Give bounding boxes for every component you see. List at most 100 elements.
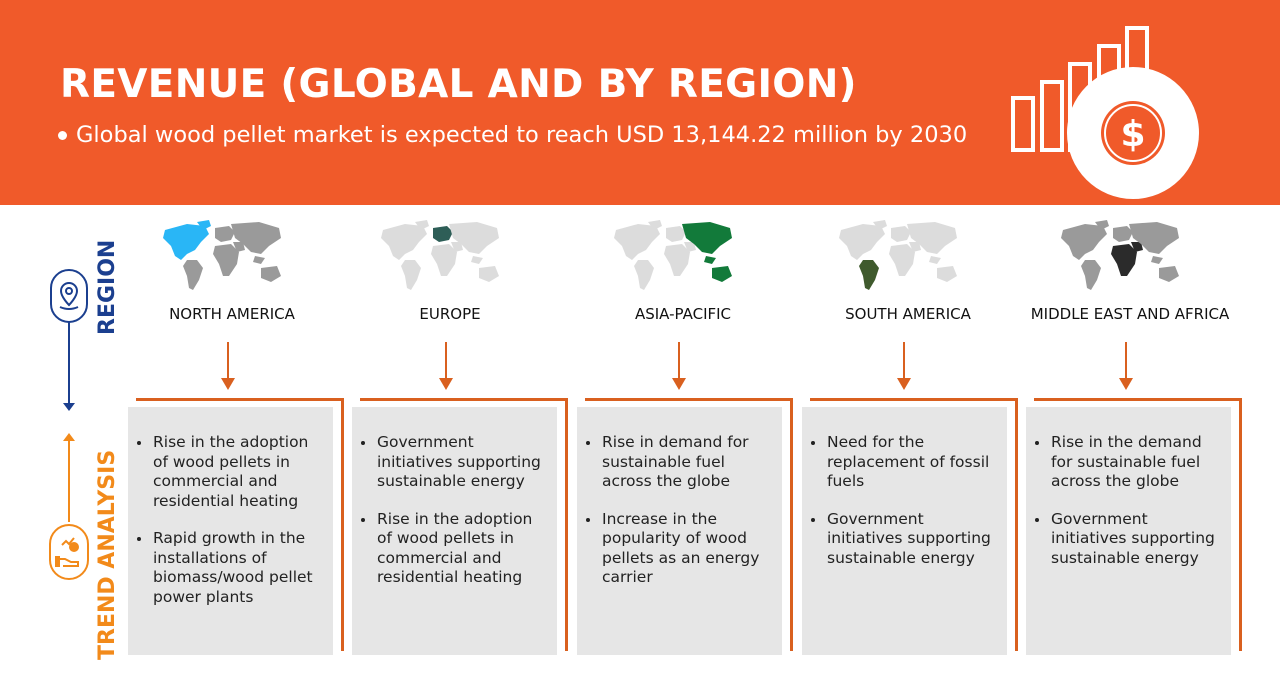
down-arrow-icon	[672, 378, 686, 390]
subtitle-text: Global wood pellet market is expected to…	[76, 122, 968, 148]
trend-item: Rise in the demand for sustainable fuel …	[1035, 433, 1221, 492]
region-axis-label: REGION	[95, 239, 120, 335]
highlighted-region	[682, 222, 732, 254]
continent	[648, 220, 662, 230]
trend-item: Rise in the adoption of wood pellets in …	[137, 433, 323, 511]
region-column: EUROPE Government initiatives supporting …	[340, 220, 568, 660]
card-frame	[360, 398, 568, 651]
location-pin-icon	[50, 269, 88, 323]
world-map-icon	[614, 220, 732, 290]
card-frame	[1034, 398, 1242, 651]
continent	[1159, 266, 1179, 282]
continent	[233, 242, 245, 252]
trend-item: Rise in demand for sustainable fuel acro…	[586, 433, 772, 492]
continent	[381, 224, 427, 260]
trend-list: Rise in the adoption of wood pellets in …	[128, 407, 333, 607]
highlighted-region	[163, 224, 209, 260]
continent	[664, 244, 690, 276]
trend-item: Need for the replacement of fossil fuels	[811, 433, 997, 492]
trend-connector-line	[68, 440, 70, 522]
region-name: NORTH AMERICA	[169, 305, 295, 323]
trend-card: Rise in demand for sustainable fuel acro…	[577, 407, 782, 655]
continent	[1151, 256, 1163, 264]
side-axis: REGION TREND ANALYSIS	[40, 230, 130, 670]
down-arrow-icon	[439, 378, 453, 390]
continent	[215, 226, 235, 242]
world-map-icon	[1061, 220, 1179, 290]
continent	[1095, 220, 1109, 230]
card-frame	[136, 398, 344, 651]
trend-list: Government initiatives supporting sustai…	[352, 407, 557, 588]
page-subtitle: Global wood pellet market is expected to…	[58, 122, 967, 148]
trend-up-arrow	[63, 433, 75, 441]
trend-card: Government initiatives supporting sustai…	[352, 407, 557, 655]
continent	[929, 256, 941, 264]
trend-card: Rise in the demand for sustainable fuel …	[1026, 407, 1231, 655]
trend-list: Need for the replacement of fossil fuels…	[802, 407, 1007, 568]
down-arrow-line	[1125, 342, 1127, 382]
highlighted-region	[712, 266, 732, 282]
down-arrow-icon	[1119, 378, 1133, 390]
down-arrow-icon	[221, 378, 235, 390]
region-name: SOUTH AMERICA	[845, 305, 971, 323]
highlighted-region	[859, 260, 879, 290]
trend-axis-label: TREND ANALYSIS	[95, 449, 120, 660]
region-name: ASIA-PACIFIC	[634, 305, 732, 323]
highlighted-region	[433, 226, 453, 242]
world-map-icon	[163, 220, 281, 290]
header-banner: REVENUE (GLOBAL AND BY REGION) Global wo…	[0, 0, 1280, 205]
trend-item: Government initiatives supporting sustai…	[811, 510, 997, 569]
region-column: NORTH AMERICA Rise in the adoption of woo…	[122, 220, 344, 660]
continent	[431, 244, 457, 276]
bullet-icon	[58, 130, 67, 140]
continent	[213, 244, 239, 276]
trend-list: Rise in the demand for sustainable fuel …	[1026, 407, 1231, 568]
continent	[889, 244, 915, 276]
continent	[937, 266, 957, 282]
continent	[614, 224, 660, 260]
continent	[891, 226, 911, 242]
trend-item: Increase in the popularity of wood pelle…	[586, 510, 772, 588]
highlighted-region	[704, 256, 716, 264]
highlighted-region	[1131, 242, 1143, 252]
region-name: MIDDLE EAST AND AFRICA	[1030, 305, 1230, 323]
continent	[451, 242, 463, 252]
region-column: ASIA-PACIFIC Rise in demand for sustainab…	[573, 220, 793, 660]
region-column: MIDDLE EAST AND AFRICA Rise in the demand…	[1020, 220, 1242, 660]
continent	[666, 226, 686, 242]
continent	[1061, 224, 1107, 260]
continent	[907, 222, 957, 254]
down-arrow-line	[903, 342, 905, 382]
world-map-icon	[839, 220, 957, 290]
down-arrow-icon	[897, 378, 911, 390]
continent	[839, 224, 885, 260]
continent	[1081, 260, 1101, 290]
continent	[1113, 226, 1133, 242]
highlighted-region	[1111, 244, 1137, 276]
continent	[415, 220, 429, 230]
trend-list: Rise in demand for sustainable fuel acro…	[577, 407, 782, 588]
continent	[449, 222, 499, 254]
trend-card: Rise in the adoption of wood pellets in …	[128, 407, 333, 655]
continent	[401, 260, 421, 290]
svg-text:$: $	[1120, 114, 1145, 155]
region-connector-line	[68, 322, 70, 407]
continent	[479, 266, 499, 282]
continent	[471, 256, 483, 264]
region-column: SOUTH AMERICA Need for the replacement of…	[798, 220, 1018, 660]
card-frame	[585, 398, 793, 651]
trend-item: Rise in the adoption of wood pellets in …	[361, 510, 547, 588]
hand-growth-icon	[49, 524, 89, 580]
trend-item: Government initiatives supporting sustai…	[1035, 510, 1221, 569]
trend-card: Need for the replacement of fossil fuels…	[802, 407, 1007, 655]
region-down-arrow	[63, 403, 75, 411]
continent	[909, 242, 921, 252]
down-arrow-line	[678, 342, 680, 382]
down-arrow-line	[445, 342, 447, 382]
continent	[231, 222, 281, 254]
continent	[253, 256, 265, 264]
continent	[873, 220, 887, 230]
continent	[261, 266, 281, 282]
trend-item: Government initiatives supporting sustai…	[361, 433, 547, 492]
continent	[1129, 222, 1179, 254]
